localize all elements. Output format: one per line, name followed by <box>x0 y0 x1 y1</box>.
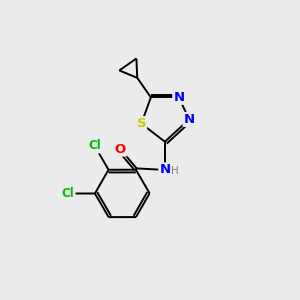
Text: Cl: Cl <box>61 187 74 200</box>
Text: N: N <box>184 113 195 126</box>
Text: N: N <box>173 91 184 104</box>
Text: O: O <box>115 142 126 156</box>
Text: N: N <box>159 164 170 176</box>
Text: S: S <box>136 117 146 130</box>
Text: Cl: Cl <box>88 140 101 152</box>
Text: H: H <box>171 166 179 176</box>
